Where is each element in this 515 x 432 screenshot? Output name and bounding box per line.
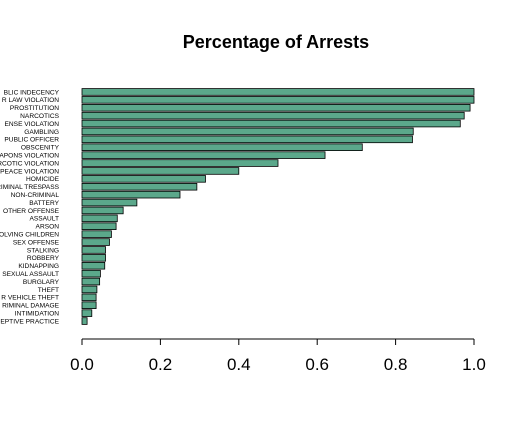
bar-4	[81, 119, 461, 128]
category-label-25: THEFT	[38, 287, 59, 294]
x-tick-label-0: 0.0	[70, 355, 94, 374]
bar-27	[81, 301, 97, 310]
category-label-17: ARSON	[36, 224, 60, 231]
category-label-23: SEXUAL ASSAULT	[2, 271, 59, 278]
category-label-4: ENSE VIOLATION	[5, 121, 60, 128]
category-label-12: RIMINAL TRESPASS	[0, 184, 60, 191]
category-label-5: GAMBLING	[24, 129, 59, 136]
category-label-20: STALKING	[27, 247, 59, 254]
bar-16	[81, 214, 118, 223]
bar-11	[81, 175, 206, 183]
bar-6	[81, 135, 413, 144]
x-tick-label-2: 0.4	[227, 355, 251, 374]
bar-9	[81, 159, 279, 167]
bar-2	[81, 103, 471, 112]
bar-1	[81, 96, 475, 104]
category-label-3: NARCOTICS	[20, 113, 59, 120]
bar-12	[81, 182, 198, 191]
bar-20	[81, 246, 106, 254]
bar-13	[81, 190, 181, 199]
category-label-15: OTHER OFFENSE	[3, 208, 60, 215]
bar-21	[81, 254, 106, 262]
category-label-2: PROSTITUTION	[10, 105, 59, 112]
bar-22	[81, 261, 106, 270]
category-label-6: PUBLIC OFFICER	[4, 137, 59, 144]
x-tick-label-5: 1.0	[462, 355, 486, 374]
bar-17	[81, 222, 117, 230]
category-label-24: BURGLARY	[23, 279, 60, 286]
chart-title: Percentage of Arrests	[183, 32, 369, 52]
bar-26	[81, 293, 97, 302]
category-label-10: PEACE VIOLATION	[0, 168, 59, 175]
category-label-11: HOMICIDE	[26, 176, 60, 183]
x-tick-label-4: 0.8	[384, 355, 408, 374]
bar-18	[81, 230, 112, 238]
category-label-14: BATTERY	[29, 200, 59, 207]
category-label-21: ROBBERY	[27, 255, 60, 262]
bar-3	[81, 111, 465, 120]
x-tick-label-1: 0.2	[149, 355, 173, 374]
bar-0	[81, 88, 475, 96]
bar-28	[81, 309, 93, 317]
bar-8	[81, 151, 326, 159]
bar-7	[81, 143, 363, 151]
x-axis: 0.0 0.2 0.4 0.6 0.8 1.0	[70, 338, 486, 374]
bar-24	[81, 277, 101, 286]
category-label-9: RCOTIC VIOLATION	[0, 160, 59, 167]
category-label-27: RIMINAL DAMAGE	[2, 303, 60, 310]
category-label-8: APONS VIOLATION	[0, 152, 59, 159]
category-label-29: EPTIVE PRACTICE	[0, 318, 59, 325]
bar-25	[81, 285, 98, 294]
bar-23	[81, 269, 101, 278]
category-label-19: SEX OFFENSE	[13, 239, 60, 246]
bar-29	[81, 317, 88, 325]
category-label-13: NON-CRIMINAL	[11, 192, 60, 199]
bar-5	[81, 127, 414, 136]
category-label-28: INTIMIDATION	[15, 310, 59, 317]
category-label-7: OBSCENITY	[21, 145, 60, 152]
bars-group	[81, 88, 475, 325]
category-label-1: R LAW VIOLATION	[2, 97, 59, 104]
category-label-16: ASSAULT	[29, 216, 59, 223]
category-label-0: BLIC INDECENCY	[4, 89, 60, 96]
bar-10	[81, 167, 240, 175]
bar-15	[81, 206, 124, 215]
x-tick-label-3: 0.6	[305, 355, 329, 374]
category-label-22: KIDNAPPING	[18, 263, 59, 270]
bar-19	[81, 238, 110, 246]
category-label-18: OLVING CHILDREN	[0, 231, 59, 238]
bar-14	[81, 198, 138, 207]
category-label-26: R VEHICLE THEFT	[1, 295, 59, 302]
